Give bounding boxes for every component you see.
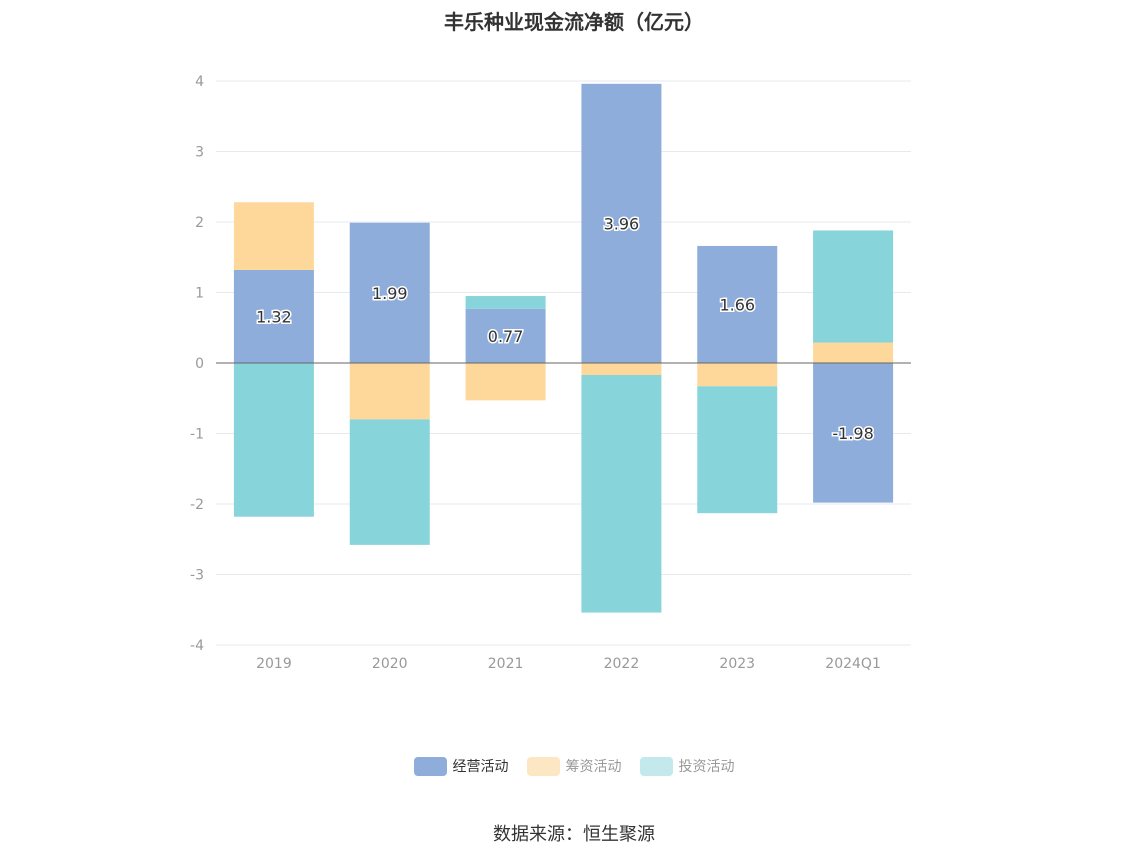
legend-swatch-financing xyxy=(526,756,560,776)
bars xyxy=(233,83,894,613)
bar-investing-2024Q1 xyxy=(813,230,894,343)
data-label: 1.99 xyxy=(372,284,408,303)
bar-operating-2024Q1 xyxy=(813,363,894,503)
bar-operating-2020 xyxy=(349,222,430,363)
y-tick-label: -4 xyxy=(190,638,204,654)
chart-title: 丰乐种业现金流净额（亿元） xyxy=(444,10,704,34)
bar-financing-2020 xyxy=(349,363,430,420)
data-label: -1.98 xyxy=(832,424,873,443)
x-tick-label: 2020 xyxy=(372,656,408,672)
legend-swatch-investing xyxy=(639,756,673,776)
bar-investing-2021 xyxy=(465,296,546,309)
x-axis-ticks: 2019 2020 2021 2022 2023 2024Q1 xyxy=(256,656,881,672)
y-tick-label: 2 xyxy=(195,215,204,231)
y-tick-label: -3 xyxy=(190,568,204,584)
y-tick-label: 1 xyxy=(195,286,204,302)
legend: 经营活动 筹资活动 投资活动 xyxy=(0,756,1148,776)
data-label: 3.96 xyxy=(604,214,640,233)
data-label: 1.32 xyxy=(256,307,292,326)
data-label: 0.77 xyxy=(488,327,524,346)
legend-item-investing[interactable]: 投资活动 xyxy=(639,756,735,776)
bar-investing-2019 xyxy=(233,363,314,517)
data-label: 1.66 xyxy=(719,295,755,314)
y-tick-label: -1 xyxy=(190,427,204,443)
bar-investing-2022 xyxy=(581,374,662,613)
y-tick-label: 3 xyxy=(195,145,204,161)
bar-operating-2023 xyxy=(697,245,778,363)
legend-swatch-operating xyxy=(413,756,447,776)
y-tick-label: -2 xyxy=(190,497,204,513)
bar-financing-2023 xyxy=(697,363,778,387)
bar-operating-2022 xyxy=(581,83,662,363)
bar-financing-2024Q1 xyxy=(813,342,894,363)
bar-financing-2021 xyxy=(465,363,546,401)
y-tick-label: 0 xyxy=(195,356,204,372)
bar-financing-2022 xyxy=(581,363,662,375)
y-axis-ticks: 4 3 2 1 0 -1 -2 -3 -4 xyxy=(190,74,204,654)
bar-investing-2020 xyxy=(349,419,430,545)
grid-lines xyxy=(216,80,911,646)
legend-item-operating[interactable]: 经营活动 xyxy=(413,756,509,776)
x-tick-label: 2023 xyxy=(719,656,755,672)
x-tick-label: 2022 xyxy=(604,656,640,672)
bar-operating-2019 xyxy=(233,269,314,363)
x-tick-label: 2019 xyxy=(256,656,292,672)
bar-operating-2021 xyxy=(465,308,546,363)
legend-label-investing: 投资活动 xyxy=(678,759,735,775)
data-labels: 1.32 1.99 0.77 3.96 1.66 -1.98 xyxy=(255,213,876,444)
legend-label-operating: 经营活动 xyxy=(452,759,509,775)
data-source: 数据来源：恒生聚源 xyxy=(493,824,655,845)
y-tick-label: 4 xyxy=(195,74,204,90)
bar-investing-2023 xyxy=(697,386,778,514)
bar-financing-2019 xyxy=(233,202,314,270)
x-tick-label: 2021 xyxy=(488,656,524,672)
x-tick-label: 2024Q1 xyxy=(825,656,881,672)
legend-item-financing[interactable]: 筹资活动 xyxy=(526,756,622,776)
legend-label-financing: 筹资活动 xyxy=(565,759,622,775)
